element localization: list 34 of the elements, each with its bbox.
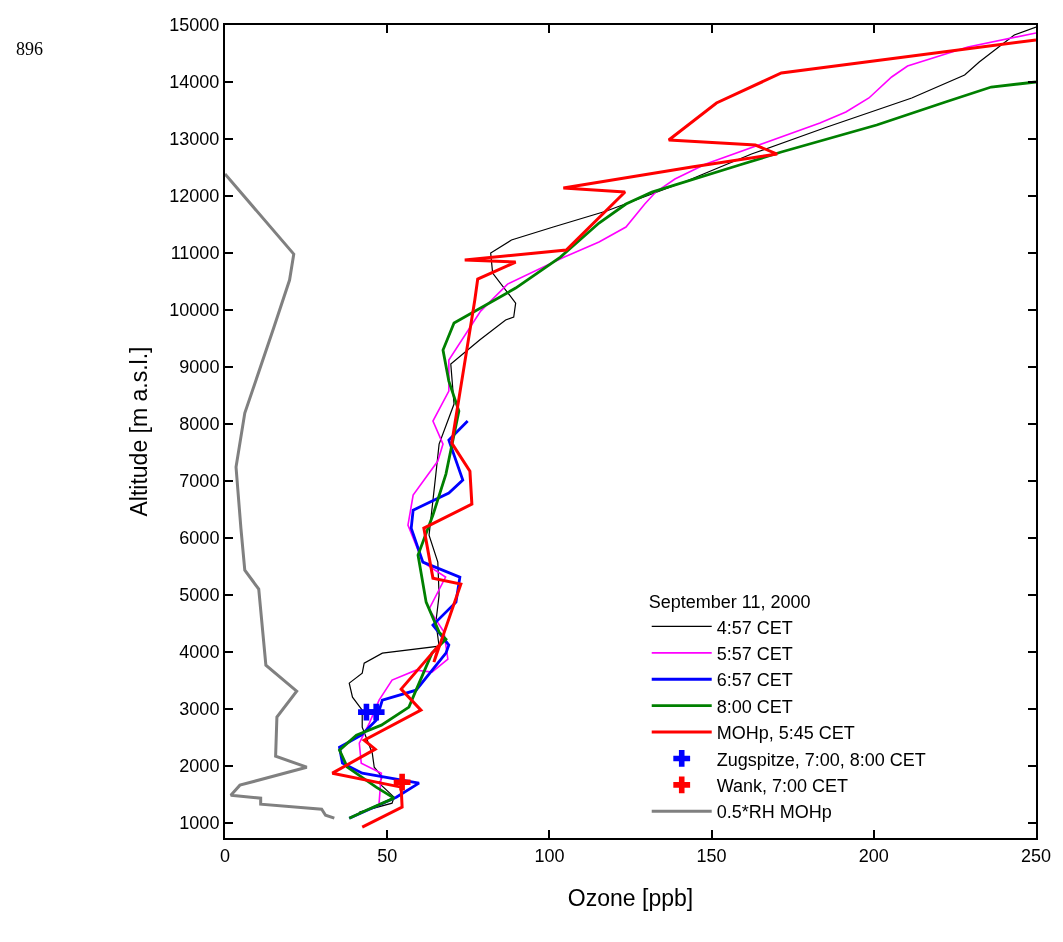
y-tick-label: 6000 [179,528,220,549]
legend-label: 8:00 CET [716,696,793,717]
y-tick-label: 2000 [179,756,220,777]
y-tick-label: 13000 [169,129,220,150]
legend-label: MOHp, 5:45 CET [716,723,855,744]
y-tick-label: 10000 [169,300,220,321]
y-tick-label: 15000 [169,15,220,36]
x-tick-label: 50 [377,845,398,866]
x-tick-label: 150 [696,845,727,866]
legend-label: Zugspitze, 7:00, 8:00 CET [716,749,926,770]
y-tick-label: 4000 [179,642,220,663]
line-series [225,172,336,820]
x-tick-label: 250 [1020,845,1052,866]
legend-label: 4:57 CET [716,617,793,638]
legend-label: 5:57 CET [716,643,793,664]
y-tick-label: 7000 [179,471,220,492]
y-tick-label: 1000 [179,813,220,834]
y-tick-label: 8000 [179,414,220,435]
legend-label: Wank, 7:00 CET [716,775,849,796]
x-tick-label: 100 [534,845,565,866]
text: 896 [16,39,43,59]
x-tick-label: 0 [219,845,231,866]
legend-title: September 11, 2000 [648,592,811,613]
legend-label: 6:57 CET [716,670,793,691]
legend-label: 0.5*RH MOHp [716,802,832,823]
y-tick-label: 5000 [179,585,220,606]
y-tick-label: 9000 [179,357,220,378]
x-axis-title: Ozone [ppb] [567,884,694,911]
y-axis-title: Altitude [m a.s.l.] [126,346,153,517]
y-tick-label: 3000 [179,699,220,720]
x-tick-label: 200 [858,845,889,866]
y-tick-label: 11000 [170,243,220,264]
y-tick-label: 12000 [169,186,220,207]
y-tick-label: 14000 [169,72,220,93]
